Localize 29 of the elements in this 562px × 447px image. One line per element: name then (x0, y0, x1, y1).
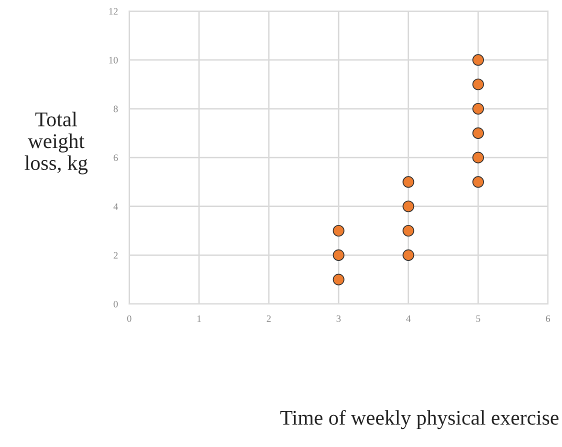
x-tick-label: 2 (266, 315, 271, 322)
y-tick-label: 2 (114, 252, 118, 259)
point (472, 127, 484, 139)
point (472, 176, 484, 188)
x-tick-label: 4 (406, 315, 411, 322)
y-tick-label: 0 (114, 300, 118, 308)
x-tick-label: 0 (127, 315, 132, 322)
x-tick-label: 6 (546, 315, 550, 322)
y-tick-label: 10 (109, 56, 118, 64)
y-tick-label: 8 (114, 106, 118, 112)
point (472, 102, 484, 115)
x-tick-label: 3 (336, 315, 341, 322)
y-tick-label: 12 (109, 8, 118, 15)
y-tick-label: 4 (113, 203, 118, 210)
y-tick-label: 6 (114, 154, 118, 162)
y-axis-title: Total weight loss, kg (24, 112, 88, 174)
point (472, 152, 484, 164)
point (332, 249, 344, 261)
point (472, 54, 484, 66)
point (402, 224, 414, 237)
point (332, 274, 344, 286)
point (472, 78, 484, 90)
x-axis-title: Time of weekly physical exercise (280, 410, 558, 430)
x-tick-label: 1 (197, 315, 201, 322)
point (402, 176, 414, 188)
point (402, 200, 414, 212)
x-tick-label: 5 (476, 315, 480, 322)
point (402, 249, 414, 261)
point (332, 224, 344, 237)
